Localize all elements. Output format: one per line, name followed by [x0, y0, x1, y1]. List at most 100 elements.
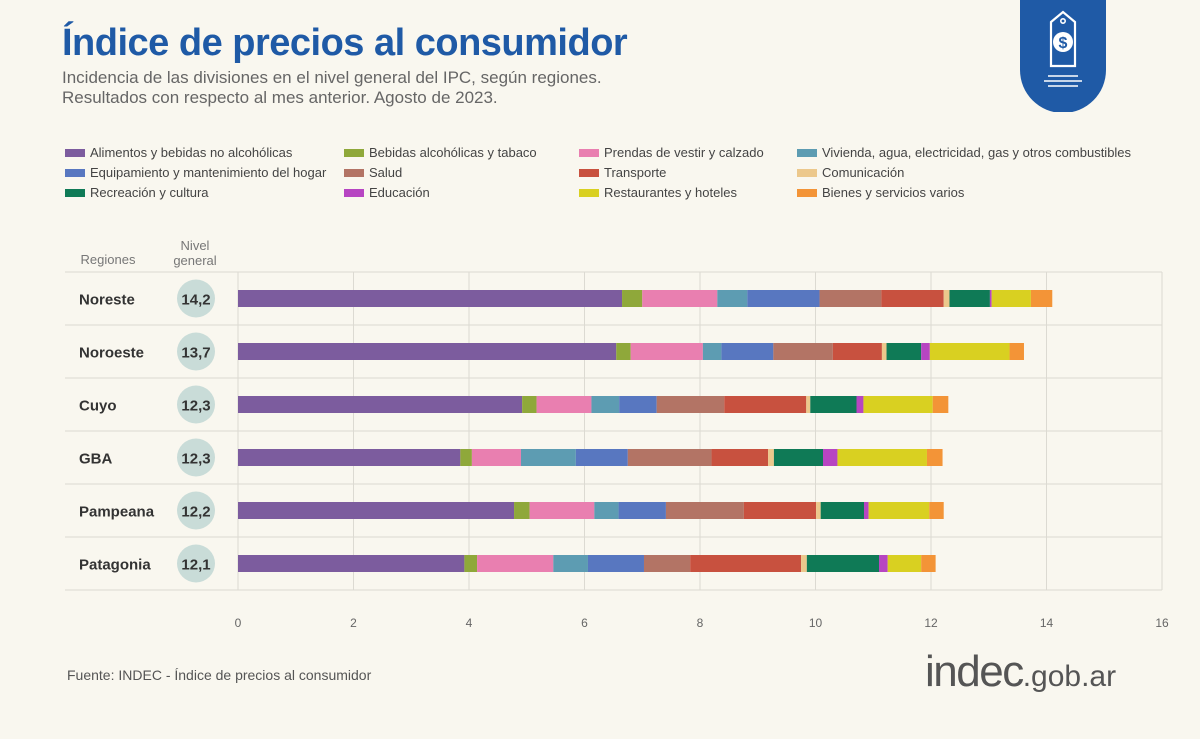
legend-label: Vivienda, agua, electricidad, gas y otro…	[822, 145, 1132, 160]
general-level-value: 13,7	[181, 345, 210, 362]
legend-swatch	[65, 188, 85, 197]
bar-segment	[768, 449, 774, 466]
general-level-value: 14,2	[181, 292, 210, 309]
x-tick-label: 16	[1155, 616, 1169, 630]
bar-segment	[522, 396, 537, 413]
bar-segment	[864, 502, 869, 519]
legend-label: Restaurantes y hoteles	[604, 185, 737, 200]
region-label: Noroeste	[79, 345, 144, 362]
bar-segment	[806, 555, 880, 572]
bar-segment	[619, 396, 657, 413]
bar-segment	[529, 502, 595, 519]
x-tick-label: 2	[350, 616, 357, 630]
bar-segment	[929, 343, 1010, 360]
price-tag-dollar-icon: $	[1020, 0, 1106, 112]
bar-segment	[536, 396, 592, 413]
bar-segment	[856, 396, 864, 413]
x-tick-label: 0	[235, 616, 242, 630]
general-level-value: 12,3	[181, 398, 210, 415]
bar-segment	[1030, 290, 1053, 307]
bar-segment	[881, 290, 944, 307]
bar-segment	[464, 555, 478, 572]
bar-segment	[690, 555, 802, 572]
bar-segment	[594, 502, 619, 519]
bar-segment	[717, 290, 748, 307]
legend-swatch	[65, 148, 85, 157]
bar-segment	[921, 343, 930, 360]
svg-text:$: $	[1059, 35, 1068, 52]
bar-segment	[801, 555, 807, 572]
bar-segment	[238, 449, 461, 466]
bar-segment	[643, 555, 691, 572]
bar-segment	[642, 290, 718, 307]
legend-label: Transporte	[604, 165, 667, 180]
legend-item: Transporte	[579, 165, 666, 180]
bar-segment	[711, 449, 769, 466]
subtitle: Incidencia de las divisiones en el nivel…	[62, 68, 602, 108]
general-level-badge	[177, 438, 215, 477]
bar-segment	[656, 396, 725, 413]
legend-item: Salud	[344, 165, 402, 180]
legend-swatch	[579, 188, 599, 197]
bar-segment	[887, 555, 922, 572]
general-level-header-line-1: Nivel	[180, 238, 210, 253]
bar-segment	[471, 449, 521, 466]
bar-segment	[1009, 343, 1024, 360]
bar-segment	[886, 343, 922, 360]
region-label: Noreste	[79, 292, 135, 309]
bar-segment	[460, 449, 472, 466]
bar-segment	[616, 343, 631, 360]
bar-segment	[773, 343, 833, 360]
x-tick-label: 14	[1040, 616, 1054, 630]
bar-segment	[863, 396, 933, 413]
bar-segment	[868, 502, 930, 519]
legend-item: Educación	[344, 185, 430, 200]
regions-header: Regiones	[80, 252, 136, 267]
bar-segment	[926, 449, 943, 466]
x-tick-label: 12	[924, 616, 938, 630]
bar-segment	[622, 290, 643, 307]
legend-item: Bebidas alcohólicas y tabaco	[344, 145, 537, 160]
general-level-badge	[177, 544, 215, 583]
legend-label: Bebidas alcohólicas y tabaco	[369, 145, 537, 160]
bar-segment	[921, 555, 936, 572]
bar-segment	[932, 396, 949, 413]
bar-segment	[514, 502, 530, 519]
bar-segment	[238, 502, 515, 519]
bar-segment	[820, 502, 865, 519]
legend-label: Recreación y cultura	[90, 185, 209, 200]
bar-segment	[477, 555, 554, 572]
bar-segment	[520, 449, 576, 466]
region-label: Pampeana	[79, 504, 155, 521]
legend-label: Prendas de vestir y calzado	[604, 145, 764, 160]
bar-segment	[627, 449, 712, 466]
bar-segment	[823, 449, 838, 466]
bar-segment	[702, 343, 722, 360]
bar-segment	[810, 396, 857, 413]
legend-label: Salud	[369, 165, 403, 180]
legend-item: Comunicación	[797, 165, 904, 180]
region-label: Patagonia	[79, 557, 151, 574]
bar-segment	[630, 343, 703, 360]
legend-item: Bienes y servicios varios	[797, 185, 964, 200]
legend-item: Alimentos y bebidas no alcohólicas	[65, 145, 292, 160]
general-level-value: 12,1	[181, 557, 210, 574]
bar-segment	[591, 396, 620, 413]
region-label: Cuyo	[79, 398, 117, 415]
bar-segment	[773, 449, 824, 466]
bar-segment	[618, 502, 666, 519]
bar-segment	[881, 343, 887, 360]
legend-swatch	[344, 188, 364, 197]
bar-segment	[819, 290, 882, 307]
x-tick-label: 10	[809, 616, 823, 630]
bar-segment	[879, 555, 888, 572]
legend-swatch	[797, 168, 817, 177]
x-tick-label: 6	[581, 616, 588, 630]
legend-item: Equipamiento y mantenimiento del hogar	[65, 165, 326, 180]
x-tick-label: 4	[466, 616, 473, 630]
bar-segment	[837, 449, 927, 466]
region-label: GBA	[79, 451, 113, 468]
legend-item: Vivienda, agua, electricidad, gas y otro…	[797, 145, 1131, 160]
bar-segment	[806, 396, 811, 413]
